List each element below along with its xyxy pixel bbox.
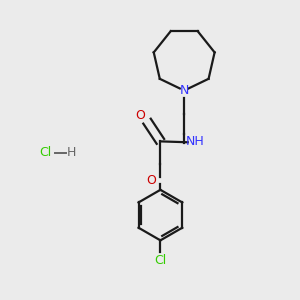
Text: Cl: Cl xyxy=(39,146,52,160)
Text: Cl: Cl xyxy=(154,254,167,267)
Text: NH: NH xyxy=(186,135,205,148)
Text: O: O xyxy=(146,174,156,188)
Text: H: H xyxy=(67,146,76,160)
Text: O: O xyxy=(135,109,145,122)
Text: N: N xyxy=(179,84,189,97)
